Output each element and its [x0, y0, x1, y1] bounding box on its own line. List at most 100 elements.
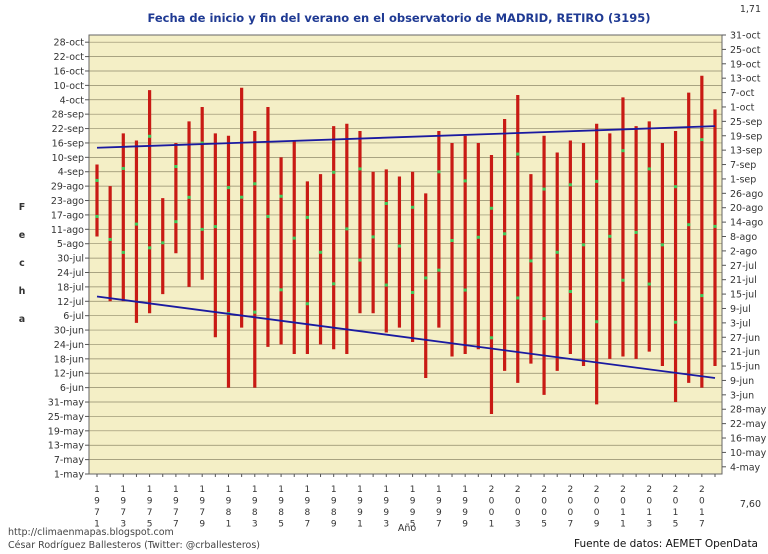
x-axis-label: Año: [398, 523, 417, 534]
y-tick-label: 28-oct: [54, 38, 85, 49]
y-tick-label-right: 19-oct: [730, 59, 761, 70]
highlight-mark: [253, 310, 257, 314]
highlight-mark: [673, 320, 678, 324]
x-axis: 1 9 7 1 1 9 7 3 1 9 7 5 1 9 7 7 1 9 7 9 1 9 8 1 1 9 8 3 1 9 8 5 1 9 8 7 1 9 8 9…: [94, 474, 716, 530]
y-tick-label-right: 27-jul: [730, 261, 757, 272]
top-right-value: 1,71: [740, 4, 761, 15]
y-tick-label: 19-may: [48, 426, 85, 437]
highlight-mark: [489, 206, 494, 210]
highlight-mark: [332, 282, 336, 286]
highlight-mark: [555, 250, 559, 254]
trend-lines: [96, 125, 716, 379]
highlight-mark: [516, 152, 520, 156]
y-tick-label: 7-may: [54, 455, 85, 466]
y-tick-label: 10-oct: [54, 81, 85, 92]
highlight-mark: [424, 276, 428, 280]
highlight-mark: [437, 268, 441, 272]
y-tick-label: 25-may: [48, 412, 85, 423]
y-tick-label: 16-sep: [52, 138, 84, 149]
highlight-mark: [687, 223, 691, 227]
y-tick-label: 12-jul: [57, 297, 84, 308]
data-source: Fuente de datos: AEMET OpenData: [574, 538, 758, 550]
highlight-mark: [410, 290, 415, 294]
y-tick-label-right: 27-jun: [730, 333, 760, 344]
highlight-mark: [95, 178, 99, 182]
y-tick-label: 4-sep: [58, 167, 84, 178]
y-tick-label-right: 7-oct: [730, 88, 755, 99]
highlight-mark: [595, 179, 599, 183]
highlight-mark: [568, 183, 572, 187]
y-tick-label-right: 13-oct: [730, 74, 761, 85]
y-axis-label-char: e: [19, 230, 25, 241]
y-tick-label: 23-ago: [51, 196, 84, 207]
highlight-mark: [358, 167, 362, 171]
highlight-mark: [463, 288, 467, 292]
highlight-mark: [147, 134, 152, 138]
highlight-mark: [410, 205, 415, 209]
y-tick-label-right: 9-jun: [730, 376, 754, 387]
highlight-mark: [174, 165, 178, 169]
grid-lines: [89, 41, 722, 475]
highlight-mark: [292, 236, 296, 240]
plot-area: [89, 35, 722, 474]
range-bars: [95, 75, 717, 415]
y-axis-label-char: h: [19, 286, 26, 297]
y-tick-label: 10-sep: [52, 153, 84, 164]
highlight-mark: [200, 227, 204, 231]
highlight-mark: [384, 201, 388, 205]
y-tick-label: 16-oct: [54, 66, 85, 77]
y-tick-label-right: 22-may: [730, 419, 767, 430]
y-tick-label: 6-jun: [60, 383, 84, 394]
y-axis-label: Fe c h a: [19, 202, 26, 325]
highlight-mark: [371, 235, 375, 239]
y-tick-label-right: 8-ago: [730, 232, 757, 243]
y-axis-label-char: F: [19, 202, 26, 213]
y-tick-label-right: 4-may: [730, 462, 761, 473]
y-tick-label-right: 1-oct: [730, 102, 755, 113]
highlight-mark: [595, 320, 599, 324]
y-tick-label: 11-ago: [51, 225, 84, 236]
highlight-mark: [226, 186, 231, 190]
highlight-mark: [634, 230, 638, 234]
highlight-mark: [345, 227, 349, 231]
highlight-mark: [542, 187, 546, 191]
y-tick-label: 1-may: [54, 470, 85, 481]
highlight-mark: [713, 224, 717, 228]
highlight-mark: [213, 225, 217, 229]
y-tick-label: 28-sep: [52, 110, 84, 121]
highlight-mark: [476, 235, 480, 239]
bottom-right-value: 7,60: [740, 499, 761, 510]
highlight-mark: [489, 336, 494, 340]
highlight-mark: [673, 185, 678, 189]
highlight-mark: [647, 167, 651, 171]
highlight-mark: [463, 179, 467, 183]
highlight-mark: [358, 258, 362, 262]
highlight-mark: [647, 282, 651, 286]
y-tick-label-right: 13-sep: [730, 146, 762, 157]
highlight-mark: [174, 220, 178, 224]
y-tick-label-right: 2-ago: [730, 246, 757, 257]
highlight-mark: [542, 317, 546, 321]
highlight-mark: [305, 302, 309, 306]
y-tick-label: 18-jun: [54, 354, 84, 365]
y-tick-label: 5-ago: [57, 239, 84, 250]
highlight-mark: [240, 195, 244, 199]
highlight-mark: [700, 294, 704, 298]
